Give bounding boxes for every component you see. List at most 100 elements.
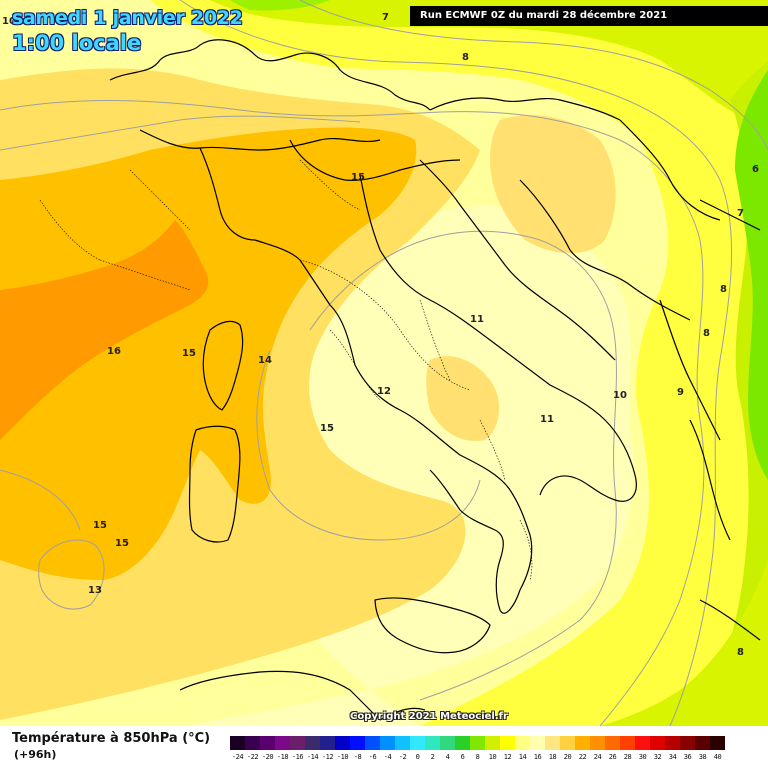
- scale-swatch: [560, 736, 575, 750]
- parameter-title: Température à 850hPa (°C): [12, 731, 211, 746]
- scale-label: 10: [488, 753, 497, 761]
- isotherm-label: 15: [93, 520, 107, 531]
- scale-swatch: [230, 736, 245, 750]
- scale-label: -12: [321, 753, 334, 761]
- scale-swatch: [590, 736, 605, 750]
- isotherm-label: 11: [540, 414, 554, 425]
- scale-label: -16: [291, 753, 304, 761]
- isotherm-label: 13: [88, 585, 102, 596]
- scale-swatch: [320, 736, 335, 750]
- scale-label: -14: [306, 753, 319, 761]
- isotherm-label: 8: [703, 328, 710, 339]
- scale-label: 30: [638, 753, 647, 761]
- scale-label: 28: [623, 753, 632, 761]
- scale-swatch: [545, 736, 560, 750]
- scale-label: -6: [368, 753, 377, 761]
- scale-label: 34: [668, 753, 677, 761]
- temp-zone-greenyellow-south: [600, 560, 768, 726]
- temp-zone-greenyellow-north: [210, 0, 768, 130]
- scale-swatch: [305, 736, 320, 750]
- scale-label: 0: [415, 753, 420, 761]
- scale-swatch: [620, 736, 635, 750]
- country-borders: [109, 39, 761, 721]
- scale-swatch: [635, 736, 650, 750]
- isotherm-label: 8: [462, 52, 469, 63]
- scale-swatch: [470, 736, 485, 750]
- italy-coast: [254, 239, 533, 614]
- scale-label: 12: [503, 753, 512, 761]
- isotherm-label: 14: [258, 355, 272, 366]
- scale-swatch: [365, 736, 380, 750]
- scale-swatch: [680, 736, 695, 750]
- scale-label: 16: [533, 753, 542, 761]
- scale-label: 2: [430, 753, 435, 761]
- scale-label: 14: [518, 753, 527, 761]
- scale-swatch: [260, 736, 275, 750]
- scale-swatch: [440, 736, 455, 750]
- scale-label: 22: [578, 753, 587, 761]
- isotherm-label: 9: [677, 387, 684, 398]
- region-borders: [39, 159, 533, 581]
- forecast-time: 1:00 locale: [12, 31, 142, 55]
- isotherm-lines: [0, 0, 768, 726]
- model-run-info: Run ECMWF 0Z du mardi 28 décembre 2021: [410, 6, 768, 26]
- scale-label: -8: [353, 753, 362, 761]
- temp-zone-lightorange-south-it: [426, 356, 500, 441]
- scale-label: 40: [713, 753, 722, 761]
- scale-swatch: [665, 736, 680, 750]
- scale-label: -24: [231, 753, 244, 761]
- temp-zone-darkorange: [0, 220, 209, 440]
- scale-label: 32: [653, 753, 662, 761]
- isotherm-label: 11: [470, 314, 484, 325]
- isotherm-label: 7: [737, 208, 744, 219]
- scale-swatch: [500, 736, 515, 750]
- scale-swatch: [485, 736, 500, 750]
- scale-label: 8: [475, 753, 480, 761]
- scale-swatch: [245, 736, 260, 750]
- legend-footer: Température à 850hPa (°C) (+96h) -24 -22-…: [0, 726, 768, 768]
- temp-zone-lightorange-adriatic: [490, 115, 616, 254]
- isotherm-label: 8: [720, 284, 727, 295]
- temp-zone-orange: [0, 127, 417, 580]
- temperature-map: 10 7 8 6 7 8 8 9 15 11 10 11 12 16 15 14…: [0, 0, 768, 726]
- scale-label: 18: [548, 753, 557, 761]
- isotherm-label: 6: [752, 164, 759, 175]
- temp-zone-brightgreen-east: [735, 70, 768, 480]
- isotherm-label: 10: [613, 390, 627, 401]
- scale-swatch: [530, 736, 545, 750]
- scale-label: 36: [683, 753, 692, 761]
- isotherm-label: 15: [182, 348, 196, 359]
- scale-swatch: [350, 736, 365, 750]
- scale-label: 24: [593, 753, 602, 761]
- scale-swatch: [395, 736, 410, 750]
- scale-label: -10: [336, 753, 349, 761]
- scale-swatch: [335, 736, 350, 750]
- scale-label: 26: [608, 753, 617, 761]
- scale-swatch: [455, 736, 470, 750]
- scale-label: -4: [383, 753, 392, 761]
- isotherm-label: 15: [115, 538, 129, 549]
- scale-label: -18: [276, 753, 289, 761]
- scale-swatch: [605, 736, 620, 750]
- isotherm-label: 7: [382, 12, 389, 23]
- isotherm-label: 16: [107, 346, 121, 357]
- scale-label: 6: [460, 753, 465, 761]
- forecast-offset: (+96h): [14, 748, 57, 761]
- isotherm-label: 15: [351, 172, 365, 183]
- scale-swatch: [710, 736, 725, 750]
- scale-label: 20: [563, 753, 572, 761]
- scale-swatch: [290, 736, 305, 750]
- corsica: [202, 320, 244, 411]
- isotherm-label-group: 10 7 8 6 7 8 8 9 15 11 10 11 12 16 15 14…: [2, 12, 759, 658]
- forecast-date: samedi 1 janvier 2022: [12, 7, 243, 29]
- isotherm-label: 10: [2, 16, 16, 27]
- scale-swatch: [410, 736, 425, 750]
- isotherm-label: 8: [737, 647, 744, 658]
- scale-label: 4: [445, 753, 450, 761]
- scale-swatch: [650, 736, 665, 750]
- scale-swatch: [425, 736, 440, 750]
- sardinia: [188, 425, 241, 543]
- scale-swatch: [515, 736, 530, 750]
- scale-swatch: [575, 736, 590, 750]
